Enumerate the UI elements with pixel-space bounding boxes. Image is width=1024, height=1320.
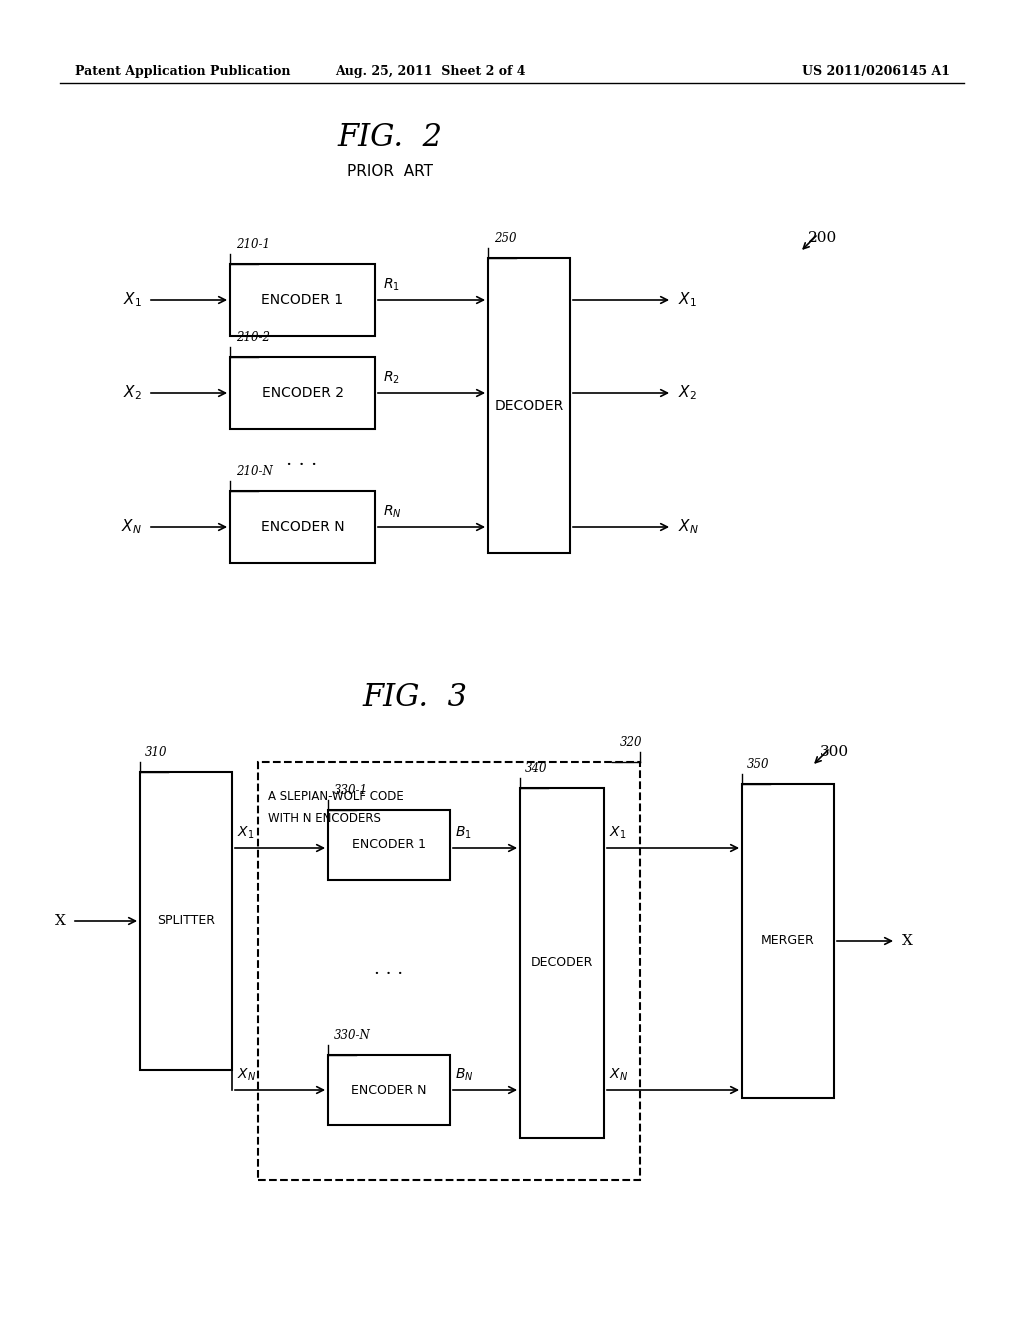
Text: Aug. 25, 2011  Sheet 2 of 4: Aug. 25, 2011 Sheet 2 of 4: [335, 66, 525, 78]
Text: . . .: . . .: [287, 451, 317, 469]
Text: DECODER: DECODER: [530, 957, 593, 969]
Text: 210-N: 210-N: [236, 465, 272, 478]
FancyBboxPatch shape: [742, 784, 834, 1098]
FancyBboxPatch shape: [328, 810, 450, 880]
FancyBboxPatch shape: [488, 257, 570, 553]
Text: $X_N$: $X_N$: [678, 517, 698, 536]
Text: $R_N$: $R_N$: [383, 504, 401, 520]
Text: X: X: [55, 913, 66, 928]
Text: ENCODER 1: ENCODER 1: [352, 838, 426, 851]
Text: $B_1$: $B_1$: [455, 825, 472, 841]
Text: 210-2: 210-2: [236, 331, 270, 345]
Text: 350: 350: [746, 758, 769, 771]
Text: SPLITTER: SPLITTER: [157, 915, 215, 928]
Text: X: X: [902, 935, 912, 948]
Text: $B_N$: $B_N$: [455, 1067, 473, 1082]
Text: $X_1$: $X_1$: [237, 825, 254, 841]
Text: 210-1: 210-1: [236, 238, 270, 251]
FancyBboxPatch shape: [328, 1055, 450, 1125]
Text: . . .: . . .: [375, 960, 403, 978]
Text: $X_1$: $X_1$: [609, 825, 627, 841]
Text: ENCODER 1: ENCODER 1: [261, 293, 344, 308]
Text: $X_1$: $X_1$: [678, 290, 696, 309]
Text: ENCODER N: ENCODER N: [261, 520, 344, 535]
Text: $R_1$: $R_1$: [383, 277, 400, 293]
Text: 330-N: 330-N: [334, 1030, 371, 1041]
Text: $R_2$: $R_2$: [383, 370, 399, 385]
Text: US 2011/0206145 A1: US 2011/0206145 A1: [802, 66, 950, 78]
Text: $X_N$: $X_N$: [121, 517, 142, 536]
Text: $X_2$: $X_2$: [123, 384, 142, 403]
Text: PRIOR  ART: PRIOR ART: [347, 165, 433, 180]
Text: FIG.  2: FIG. 2: [338, 123, 442, 153]
Text: $X_N$: $X_N$: [237, 1067, 256, 1082]
FancyBboxPatch shape: [140, 772, 232, 1071]
Text: 330-1: 330-1: [334, 784, 368, 797]
FancyBboxPatch shape: [230, 356, 375, 429]
Text: 250: 250: [494, 232, 516, 246]
Text: 310: 310: [145, 746, 168, 759]
FancyBboxPatch shape: [230, 491, 375, 564]
Text: ENCODER N: ENCODER N: [351, 1084, 427, 1097]
Text: Patent Application Publication: Patent Application Publication: [75, 66, 291, 78]
Text: WITH N ENCODERS: WITH N ENCODERS: [268, 812, 381, 825]
Text: $X_2$: $X_2$: [678, 384, 696, 403]
Text: ENCODER 2: ENCODER 2: [261, 385, 343, 400]
Text: DECODER: DECODER: [495, 399, 563, 412]
Text: FIG.  3: FIG. 3: [362, 682, 468, 714]
Text: 320: 320: [620, 737, 642, 748]
Text: A SLEPIAN-WOLF CODE: A SLEPIAN-WOLF CODE: [268, 789, 403, 803]
Text: 340: 340: [525, 762, 548, 775]
Text: 300: 300: [820, 744, 849, 759]
FancyBboxPatch shape: [520, 788, 604, 1138]
Text: $X_N$: $X_N$: [609, 1067, 628, 1082]
Text: MERGER: MERGER: [761, 935, 815, 948]
Text: 200: 200: [808, 231, 838, 246]
FancyBboxPatch shape: [230, 264, 375, 337]
Text: $X_1$: $X_1$: [123, 290, 142, 309]
